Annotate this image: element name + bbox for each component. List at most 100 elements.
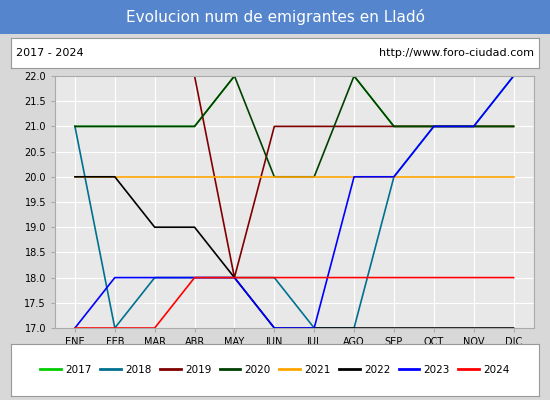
2017 xyxy=(470,124,477,129)
2019 xyxy=(112,74,118,78)
2020 xyxy=(390,124,397,129)
2019 xyxy=(390,124,397,129)
2023 xyxy=(470,124,477,129)
2020 xyxy=(112,124,118,129)
2019 xyxy=(431,124,437,129)
Text: Evolucion num de emigrantes en Lladó: Evolucion num de emigrantes en Lladó xyxy=(125,9,425,25)
2024 xyxy=(431,275,437,280)
2022 xyxy=(311,326,317,330)
2017 xyxy=(112,124,118,129)
2023 xyxy=(231,275,238,280)
2024 xyxy=(311,275,317,280)
2018 xyxy=(470,124,477,129)
2021 xyxy=(231,174,238,179)
2023 xyxy=(191,275,198,280)
2018 xyxy=(271,275,278,280)
2024 xyxy=(271,275,278,280)
2021 xyxy=(470,174,477,179)
2020 xyxy=(431,124,437,129)
2019 xyxy=(351,124,358,129)
2019 xyxy=(311,124,317,129)
Line: 2019: 2019 xyxy=(75,76,514,278)
2024 xyxy=(231,275,238,280)
2022 xyxy=(431,326,437,330)
2019 xyxy=(151,74,158,78)
2017 xyxy=(231,74,238,78)
2017 xyxy=(390,124,397,129)
2023 xyxy=(351,174,358,179)
2017 xyxy=(510,124,517,129)
2019 xyxy=(510,124,517,129)
Line: 2017: 2017 xyxy=(75,76,514,126)
2017 xyxy=(431,124,437,129)
2022 xyxy=(72,174,78,179)
2020 xyxy=(231,74,238,78)
2018 xyxy=(72,124,78,129)
2023 xyxy=(151,275,158,280)
2018 xyxy=(311,326,317,330)
2017 xyxy=(351,74,358,78)
2017 xyxy=(72,124,78,129)
2021 xyxy=(271,174,278,179)
2023 xyxy=(510,74,517,78)
2022 xyxy=(151,225,158,230)
2018 xyxy=(151,275,158,280)
2020 xyxy=(191,124,198,129)
2024 xyxy=(191,275,198,280)
2017 xyxy=(191,124,198,129)
Line: 2018: 2018 xyxy=(75,76,514,328)
2022 xyxy=(510,326,517,330)
2022 xyxy=(351,326,358,330)
2021 xyxy=(351,174,358,179)
2023 xyxy=(271,326,278,330)
2021 xyxy=(191,174,198,179)
2022 xyxy=(112,174,118,179)
2020 xyxy=(510,124,517,129)
2023 xyxy=(431,124,437,129)
2022 xyxy=(271,326,278,330)
2024 xyxy=(470,275,477,280)
2018 xyxy=(351,326,358,330)
2024 xyxy=(112,326,118,330)
2020 xyxy=(470,124,477,129)
2024 xyxy=(72,326,78,330)
2021 xyxy=(112,174,118,179)
2018 xyxy=(510,74,517,78)
2018 xyxy=(431,124,437,129)
Legend: 2017, 2018, 2019, 2020, 2021, 2022, 2023, 2024: 2017, 2018, 2019, 2020, 2021, 2022, 2023… xyxy=(36,361,514,379)
2023 xyxy=(390,174,397,179)
2021 xyxy=(151,174,158,179)
2019 xyxy=(191,74,198,78)
2023 xyxy=(112,275,118,280)
2021 xyxy=(311,174,317,179)
2020 xyxy=(72,124,78,129)
Line: 2023: 2023 xyxy=(75,76,514,328)
2018 xyxy=(390,174,397,179)
2021 xyxy=(431,174,437,179)
2024 xyxy=(390,275,397,280)
Text: http://www.foro-ciudad.com: http://www.foro-ciudad.com xyxy=(379,48,534,58)
2022 xyxy=(390,326,397,330)
2024 xyxy=(151,326,158,330)
2017 xyxy=(271,74,278,78)
2019 xyxy=(231,275,238,280)
2020 xyxy=(351,74,358,78)
2020 xyxy=(151,124,158,129)
Line: 2024: 2024 xyxy=(75,278,514,328)
2018 xyxy=(112,326,118,330)
2020 xyxy=(271,174,278,179)
2020 xyxy=(311,174,317,179)
2024 xyxy=(510,275,517,280)
Text: 2017 - 2024: 2017 - 2024 xyxy=(16,48,84,58)
2023 xyxy=(311,326,317,330)
2018 xyxy=(231,275,238,280)
2017 xyxy=(151,124,158,129)
2017 xyxy=(311,74,317,78)
2019 xyxy=(72,74,78,78)
Line: 2022: 2022 xyxy=(75,177,514,328)
2024 xyxy=(351,275,358,280)
2021 xyxy=(390,174,397,179)
2018 xyxy=(191,275,198,280)
2021 xyxy=(72,174,78,179)
2022 xyxy=(470,326,477,330)
